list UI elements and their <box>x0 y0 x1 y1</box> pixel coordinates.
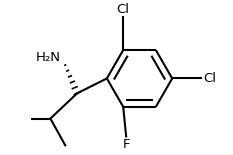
Text: F: F <box>122 138 130 151</box>
Text: H₂N: H₂N <box>36 51 61 64</box>
Text: Cl: Cl <box>117 3 130 16</box>
Text: Cl: Cl <box>203 72 216 85</box>
